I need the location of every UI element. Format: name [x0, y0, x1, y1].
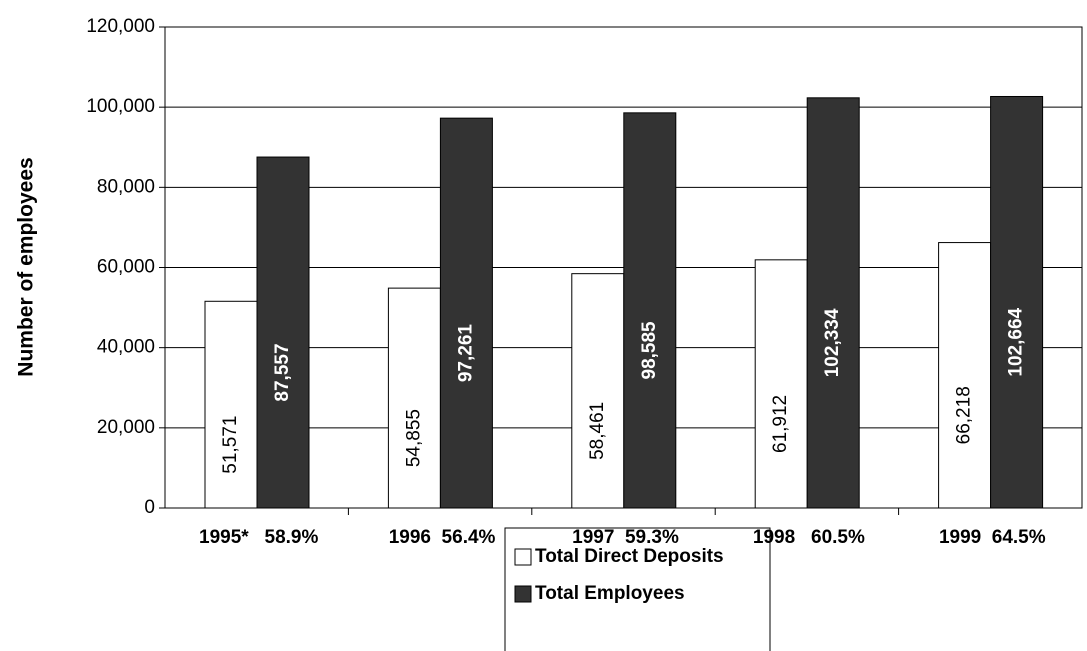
value-label: 98,585 [639, 321, 660, 380]
bar [571, 273, 625, 509]
legend-swatch [514, 548, 532, 566]
bar [938, 242, 992, 509]
value-label: 54,855 [403, 409, 424, 467]
legend-swatch [514, 585, 532, 603]
bar [990, 95, 1044, 509]
x-tick-label: 1997 59.3% [572, 527, 679, 548]
value-label: 61,912 [770, 395, 791, 453]
value-label: 102,664 [1006, 307, 1027, 376]
value-label: 51,571 [220, 416, 241, 474]
bar [256, 156, 310, 509]
bar [387, 287, 441, 509]
x-tick-label: 1998 60.5% [753, 527, 865, 548]
value-label: 87,557 [272, 343, 293, 401]
bar [623, 112, 677, 509]
y-tick-label: 40,000 [97, 337, 155, 358]
bar [806, 97, 860, 509]
y-tick-label: 0 [144, 497, 155, 518]
value-label: 58,461 [587, 402, 608, 460]
value-label: 66,218 [954, 386, 975, 444]
value-label: 102,334 [822, 308, 843, 377]
bar [204, 300, 258, 509]
x-tick-label: 1995* 58.9% [199, 527, 318, 548]
y-tick-label: 60,000 [97, 257, 155, 278]
x-tick-label: 1999 64.5% [939, 527, 1046, 548]
bar [754, 259, 808, 509]
y-tick-label: 120,000 [86, 16, 155, 37]
legend-label: Total Employees [535, 583, 685, 604]
y-tick-label: 100,000 [86, 96, 155, 117]
y-axis-label: Number of employees [15, 157, 38, 376]
y-tick-label: 20,000 [97, 417, 155, 438]
x-tick-label: 1996 56.4% [389, 527, 496, 548]
legend-box [504, 527, 771, 651]
value-label: 97,261 [455, 324, 476, 383]
y-tick-label: 80,000 [97, 176, 155, 197]
bar [439, 117, 493, 509]
legend-label: Total Direct Deposits [535, 546, 724, 567]
